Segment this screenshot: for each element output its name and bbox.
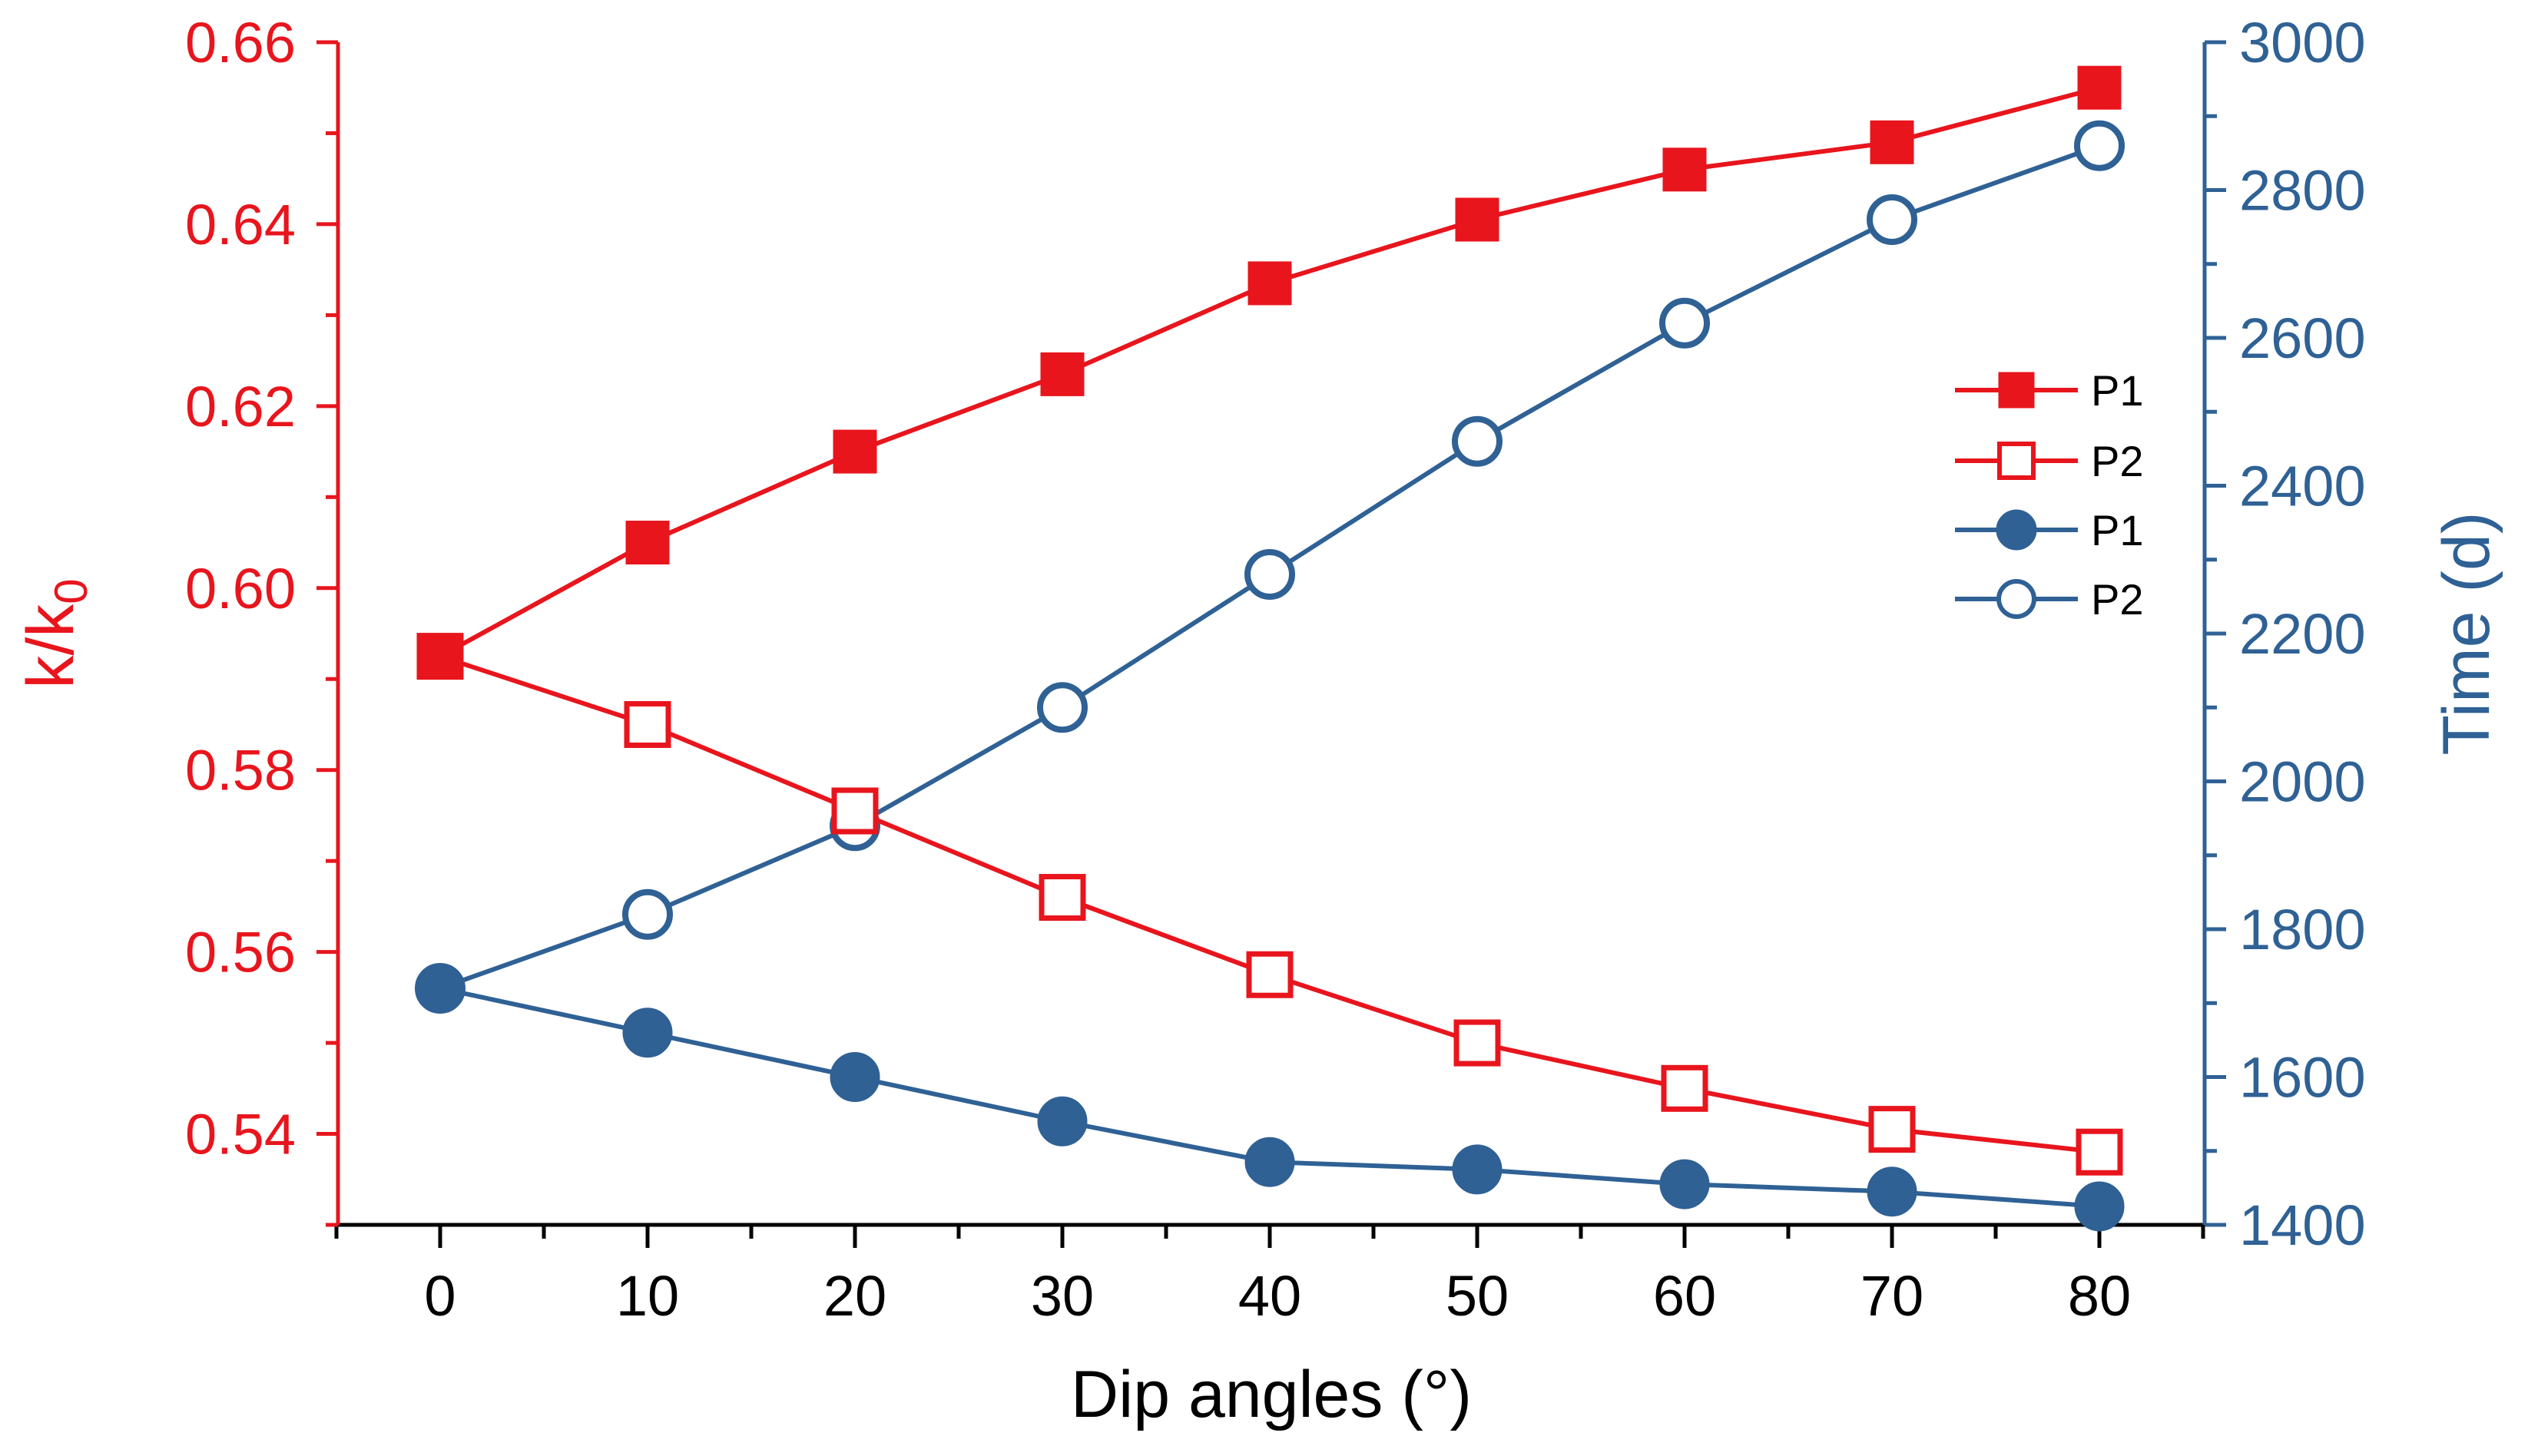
left-tick-label: 0.58	[185, 739, 296, 802]
data-point	[1246, 951, 1294, 998]
right-tick-label: 1400	[2239, 1193, 2366, 1257]
series-p2-right-circle-open	[415, 120, 2125, 1014]
data-point	[1247, 261, 1292, 306]
data-point	[1867, 1166, 1917, 1217]
legend-item: P2	[1955, 575, 2144, 624]
data-point	[1868, 1106, 1916, 1153]
x-tick-label: 0	[424, 1264, 456, 1328]
data-point	[2076, 1128, 2123, 1176]
data-point	[1039, 874, 1086, 922]
x-tick-label: 10	[616, 1264, 679, 1328]
left-tick-label: 0.60	[185, 557, 296, 620]
left-tick-label: 0.62	[185, 375, 296, 438]
data-point	[1659, 297, 1710, 349]
left-axis-ticks: 0.54 0.56 0.58 0.60 0.62 0.64 0.66	[185, 11, 338, 1227]
data-point	[1867, 194, 1917, 245]
right-tick-label: 2600	[2239, 306, 2366, 370]
x-tick-label: 60	[1653, 1264, 1716, 1328]
right-tick-label: 2000	[2239, 750, 2366, 814]
data-point	[2074, 120, 2125, 171]
series-p2-left-square-open	[416, 633, 2123, 1176]
data-point	[622, 888, 673, 940]
data-point	[622, 1008, 673, 1058]
legend-item: P2	[1955, 437, 2144, 485]
series-p1-right-circle-filled	[415, 963, 2125, 1232]
x-tick-label: 30	[1031, 1264, 1094, 1328]
data-point	[1659, 1159, 1710, 1209]
data-point	[1452, 415, 1503, 467]
x-tick-label: 70	[1860, 1264, 1923, 1328]
data-point	[830, 1052, 880, 1102]
x-tick-label: 50	[1446, 1264, 1509, 1328]
data-point	[831, 787, 879, 835]
data-point	[1662, 147, 1707, 192]
right-tick-label: 2400	[2239, 455, 2366, 518]
data-point	[1244, 549, 1295, 600]
right-axis-ticks: 1400 1600 1800 2000 2200 2400 2600 2800 3000	[2205, 11, 2366, 1257]
data-point	[1037, 682, 1088, 733]
data-point	[1244, 1137, 1295, 1187]
legend: P1 P2 P1 P2	[1955, 366, 2144, 624]
left-tick-label: 0.66	[185, 11, 296, 74]
data-point	[415, 963, 466, 1014]
legend-label: P2	[2091, 575, 2144, 624]
right-tick-label: 1600	[2239, 1046, 2366, 1110]
data-point	[1453, 1019, 1501, 1067]
data-point	[418, 634, 462, 679]
right-tick-label: 3000	[2239, 11, 2366, 74]
legend-marker	[1998, 372, 2035, 409]
series-line	[439, 654, 2100, 1155]
left-axis-title: k/k0	[14, 578, 97, 688]
x-axis-title: Dip angles (°)	[1071, 1358, 1472, 1431]
data-point	[625, 521, 670, 565]
right-tick-label: 2200	[2239, 602, 2366, 666]
left-tick-label: 0.56	[185, 921, 296, 984]
right-tick-label: 1800	[2239, 898, 2366, 961]
legend-label: P1	[2091, 366, 2144, 415]
legend-item: P1	[1955, 366, 2144, 415]
data-point	[624, 700, 671, 748]
x-tick-label: 20	[823, 1264, 886, 1328]
series-p1-left-square-filled	[418, 65, 2122, 679]
data-point	[1040, 352, 1085, 396]
data-point	[1870, 120, 1914, 164]
legend-marker	[1996, 579, 2036, 619]
data-point	[1455, 197, 1499, 242]
left-tick-label: 0.64	[185, 193, 296, 256]
data-point	[2074, 1181, 2125, 1232]
x-tick-label: 80	[2068, 1264, 2131, 1328]
data-point	[1037, 1096, 1088, 1147]
right-axis-title: Time (d)	[2430, 512, 2503, 756]
legend-marker	[1996, 509, 2037, 551]
x-tick-label: 40	[1238, 1264, 1301, 1328]
right-tick-label: 2800	[2239, 159, 2366, 223]
data-point	[2077, 65, 2122, 110]
left-axis-title-main: k/k	[14, 604, 88, 689]
legend-marker	[1997, 442, 2036, 480]
left-axis-title-subscript: 0	[45, 578, 97, 604]
legend-label: P1	[2091, 506, 2144, 554]
x-axis-ticks: 0 10 20 30 40 50 60 70 80	[334, 1225, 2205, 1328]
legend-label: P2	[2091, 437, 2144, 485]
left-tick-label: 0.54	[185, 1103, 296, 1166]
data-point	[1452, 1144, 1503, 1195]
data-point	[1661, 1064, 1708, 1112]
legend-item: P1	[1955, 506, 2144, 554]
data-point	[833, 429, 877, 474]
